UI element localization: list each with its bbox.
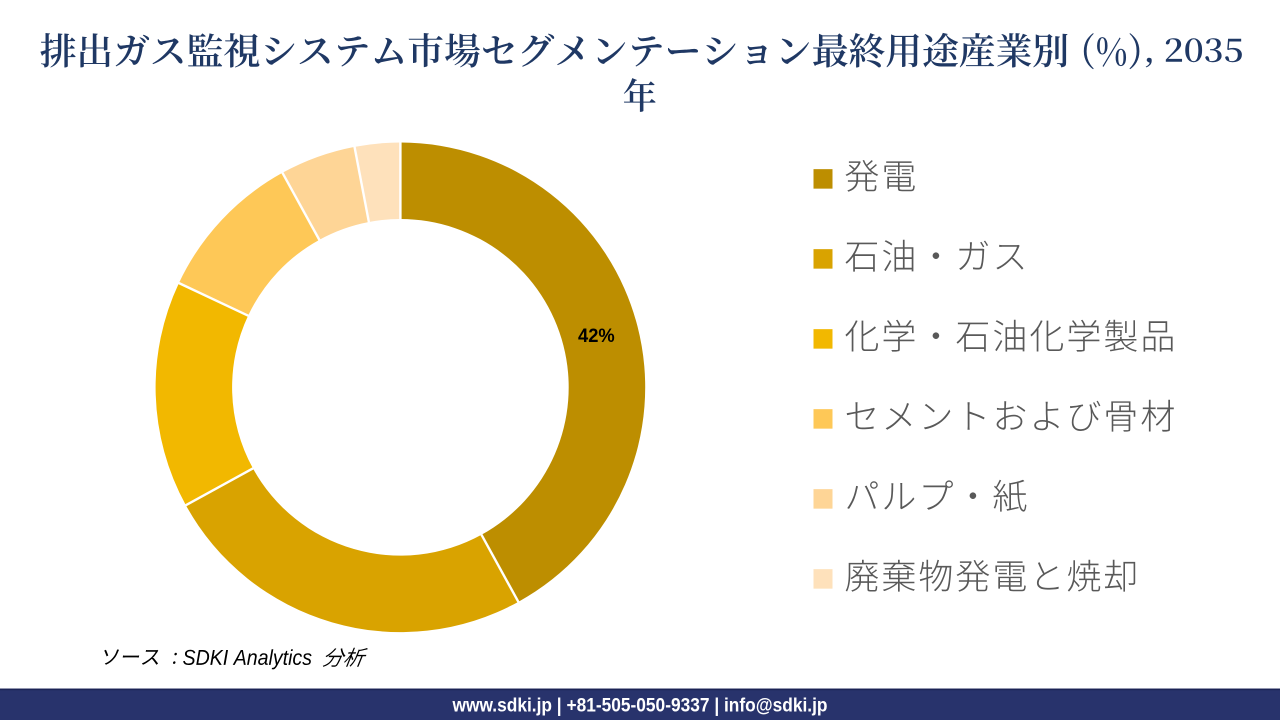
svg-text:42%: 42% bbox=[578, 326, 615, 347]
svg-text:www.sdki.jp | +81-505-050-9337: www.sdki.jp | +81-505-050-9337 | info@sd… bbox=[452, 695, 828, 716]
